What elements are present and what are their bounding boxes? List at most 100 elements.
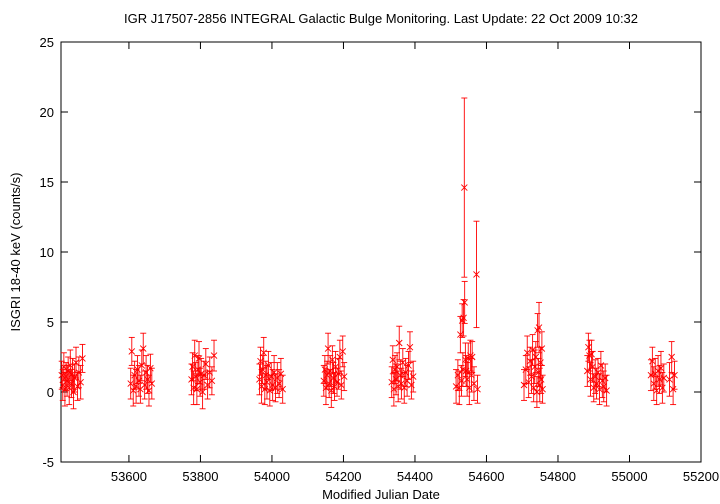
x-marker <box>267 373 275 380</box>
x-marker <box>258 383 265 390</box>
data-point <box>399 348 407 378</box>
y-tick-label: -5 <box>42 455 54 470</box>
x-axis-ticks: 53600 53800 54000 54200 54400 54600 54800 55000… <box>111 42 719 484</box>
data-point <box>137 374 144 404</box>
y-tick-label: 5 <box>47 315 54 330</box>
data-point <box>139 332 147 365</box>
data-point <box>538 331 546 366</box>
data-point <box>534 313 541 348</box>
x-marker <box>523 349 531 357</box>
x-marker <box>532 353 540 361</box>
x-marker <box>77 378 84 386</box>
x-marker <box>660 374 668 382</box>
x-marker <box>277 370 285 378</box>
x-marker <box>260 349 268 357</box>
x-marker <box>460 314 467 322</box>
x-marker <box>536 381 544 389</box>
x-marker <box>138 362 146 369</box>
data-point <box>603 374 610 407</box>
data-point <box>454 359 462 392</box>
x-marker <box>337 381 345 389</box>
data-points <box>58 97 678 410</box>
x-tick-label: 54600 <box>468 469 504 484</box>
data-point <box>145 374 153 407</box>
x-marker <box>141 381 148 389</box>
data-point <box>591 359 599 394</box>
x-marker <box>600 383 608 390</box>
data-point <box>270 355 278 390</box>
x-marker <box>199 388 206 396</box>
y-tick-label: 15 <box>40 175 54 190</box>
x-marker <box>530 384 537 392</box>
x-marker <box>331 383 338 390</box>
x-marker <box>145 387 153 394</box>
x-marker <box>263 378 271 386</box>
x-marker <box>259 366 266 373</box>
data-point <box>406 331 414 364</box>
x-marker <box>601 374 609 382</box>
data-point <box>337 370 345 400</box>
x-marker <box>473 271 480 278</box>
x-marker <box>265 362 272 369</box>
y-tick-label: 20 <box>40 105 54 120</box>
x-marker <box>79 355 86 362</box>
data-point <box>473 220 480 329</box>
data-point <box>409 360 417 393</box>
x-marker <box>144 376 151 383</box>
x-marker <box>591 373 599 380</box>
x-marker <box>399 359 407 366</box>
x-marker <box>533 388 541 396</box>
data-point <box>79 343 86 373</box>
x-marker <box>526 357 534 365</box>
x-tick-label: 53800 <box>182 469 218 484</box>
x-marker <box>202 360 210 368</box>
data-point <box>657 350 665 386</box>
x-marker <box>210 352 218 359</box>
data-point <box>536 367 544 403</box>
x-marker <box>668 353 675 361</box>
data-point <box>405 350 412 380</box>
x-marker <box>671 371 678 379</box>
x-marker <box>332 363 339 371</box>
x-marker <box>588 350 595 358</box>
data-point <box>74 371 81 401</box>
x-marker <box>406 343 414 351</box>
data-point <box>324 332 332 365</box>
x-marker <box>194 366 202 373</box>
x-marker <box>395 339 403 347</box>
data-point <box>138 349 146 382</box>
data-point <box>262 360 270 390</box>
x-marker <box>474 385 481 393</box>
chart-title: IGR J17507-2856 INTEGRAL Galactic Bulge … <box>124 11 638 26</box>
data-point <box>398 367 405 400</box>
x-marker <box>196 378 204 386</box>
x-marker <box>270 369 278 376</box>
x-marker <box>468 353 476 361</box>
data-point <box>470 366 478 401</box>
x-marker <box>333 378 341 386</box>
x-marker <box>132 383 140 390</box>
data-point <box>131 360 138 390</box>
x-marker <box>148 380 156 387</box>
x-marker <box>525 378 532 386</box>
data-point <box>474 374 481 404</box>
y-tick-label: 10 <box>40 245 54 260</box>
data-point <box>331 371 338 401</box>
x-marker <box>590 384 598 392</box>
y-tick-label: 0 <box>47 385 54 400</box>
data-point <box>532 341 540 373</box>
data-point <box>403 364 411 397</box>
data-point <box>649 346 656 376</box>
x-marker <box>129 387 137 394</box>
data-point <box>128 336 136 366</box>
data-point <box>460 97 468 278</box>
data-point <box>77 364 84 400</box>
x-marker <box>460 184 468 191</box>
data-point <box>329 345 336 375</box>
x-marker <box>461 299 468 306</box>
x-marker <box>596 385 603 393</box>
data-point <box>210 339 218 372</box>
x-marker <box>191 352 199 359</box>
x-marker <box>405 362 412 369</box>
